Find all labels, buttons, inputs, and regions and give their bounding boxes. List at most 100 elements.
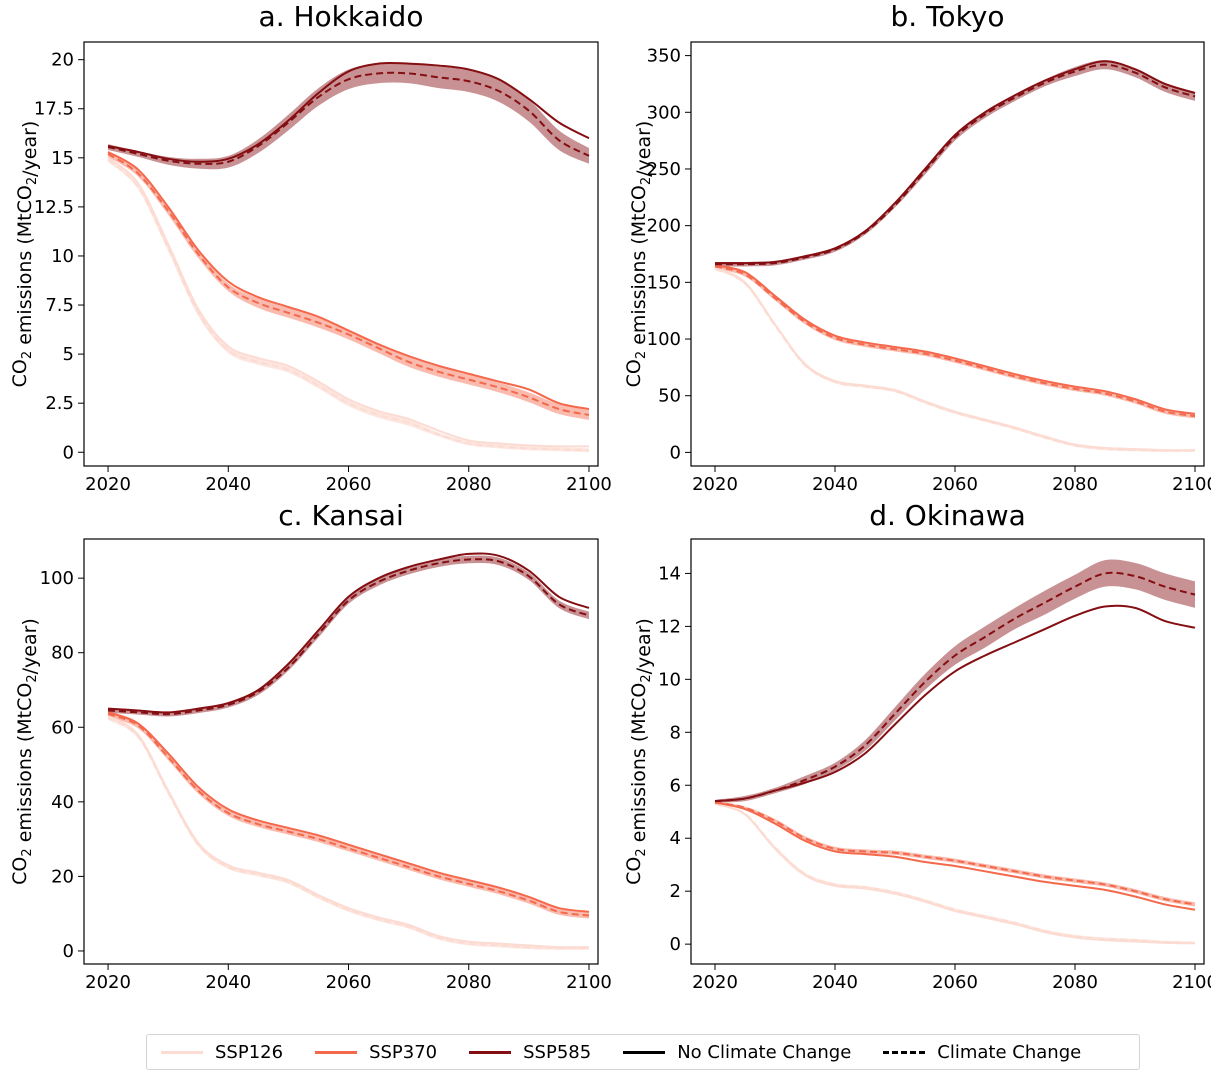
band-ssp126	[108, 157, 589, 453]
band-ssp585	[108, 63, 589, 170]
line-ssp126-climate-change	[714, 267, 1196, 452]
line-ssp126-no-climate-change	[714, 266, 1196, 452]
line-ssp370-no-climate-change	[714, 801, 1196, 911]
x-tick-label: 2080	[1052, 474, 1098, 495]
legend-swatch	[623, 1050, 666, 1054]
legend-item-ssp370: SSP370	[301, 1035, 437, 1069]
y-tick-label: 150	[647, 272, 681, 293]
plot-area	[107, 61, 590, 453]
x-tick-label: 2020	[692, 474, 738, 495]
legend-label: No Climate Change	[677, 1041, 852, 1063]
y-tick-label: 300	[647, 102, 681, 123]
line-ssp126-no-climate-change	[714, 802, 1196, 945]
line-ssp585-no-climate-change	[107, 552, 590, 714]
y-tick-label: 0	[63, 442, 74, 463]
panel-title: a. Hokkaido	[259, 0, 424, 33]
plot-area	[714, 60, 1196, 452]
y-tick-label: 20	[51, 50, 74, 71]
x-tick-label: 2100	[566, 972, 612, 993]
x-tick-label: 2020	[85, 972, 131, 993]
y-tick-label: 200	[647, 216, 681, 237]
line-ssp585-no-climate-change	[714, 604, 1196, 803]
line-ssp370-climate-change	[107, 153, 590, 416]
line-ssp126-climate-change	[107, 717, 589, 950]
x-tick-label: 2080	[446, 474, 492, 495]
plot-area	[107, 552, 590, 950]
y-tick-label: 10	[658, 669, 681, 690]
band-ssp585	[715, 60, 1195, 267]
y-tick-label: 6	[670, 775, 681, 796]
legend-label: SSP126	[215, 1041, 284, 1063]
band-ssp126	[715, 803, 1195, 945]
line-ssp370-climate-change	[714, 265, 1196, 418]
legend-swatch	[883, 1050, 926, 1054]
panel-title: b. Tokyo	[891, 0, 1005, 33]
line-ssp585-no-climate-change	[714, 60, 1196, 265]
x-tick-label: 2060	[326, 474, 372, 495]
band-ssp126	[108, 716, 589, 950]
axes-frame	[690, 41, 1205, 467]
legend-item-ssp585: SSP585	[455, 1035, 591, 1069]
axes-frame	[690, 538, 1205, 965]
line-ssp370-no-climate-change	[714, 264, 1196, 415]
legend-label: SSP370	[369, 1041, 438, 1063]
panel-title: d. Okinawa	[869, 499, 1026, 532]
y-tick-label: 350	[647, 46, 681, 67]
legend-label: Climate Change	[937, 1041, 1082, 1063]
y-tick-label: 50	[658, 386, 681, 407]
y-axis-label: CO2 emissions (MtCO2/year)	[9, 121, 41, 388]
legend-item-ssp126: SSP126	[147, 1035, 283, 1069]
line-ssp585-climate-change	[714, 571, 1196, 803]
y-tick-label: 40	[51, 792, 74, 813]
line-ssp370-no-climate-change	[107, 711, 590, 913]
legend-swatch	[469, 1050, 512, 1054]
axes-frame	[83, 538, 599, 965]
line-ssp126-climate-change	[107, 159, 590, 452]
x-tick-label: 2040	[205, 972, 251, 993]
band-ssp370	[108, 150, 589, 420]
y-tick-label: 2	[670, 881, 681, 902]
x-tick-label: 2100	[1172, 474, 1211, 495]
legend: SSP126 SSP370 SSP585 No Climate Change Clima…	[146, 1034, 1140, 1070]
line-ssp126-no-climate-change	[107, 157, 589, 448]
y-axis-label: CO2 emissions (MtCO2/year)	[623, 121, 655, 388]
line-ssp585-no-climate-change	[107, 61, 590, 163]
plot-area	[714, 559, 1196, 945]
y-tick-label: 100	[40, 568, 74, 589]
panel-b-tokyo: b. Tokyo CO2 emissions (MtCO2/year) 2020 20…	[623, 0, 1211, 495]
y-tick-label: 100	[647, 329, 681, 350]
y-tick-label: 20	[51, 866, 74, 887]
y-tick-label: 60	[51, 717, 74, 738]
line-ssp585-climate-change	[107, 71, 590, 165]
line-ssp370-climate-change	[714, 801, 1196, 906]
line-ssp585-climate-change	[107, 558, 590, 716]
x-tick-label: 2040	[205, 474, 251, 495]
y-axis-label: CO2 emissions (MtCO2/year)	[623, 618, 655, 885]
y-tick-label: 12	[658, 616, 681, 637]
line-ssp126-no-climate-change	[107, 715, 589, 949]
x-tick-label: 2020	[85, 474, 131, 495]
y-tick-label: 17.5	[34, 99, 74, 120]
y-tick-label: 0	[670, 934, 681, 955]
line-ssp370-no-climate-change	[107, 151, 590, 411]
line-ssp126-climate-change	[714, 802, 1196, 944]
y-tick-label: 7.5	[45, 295, 74, 316]
legend-swatch	[315, 1050, 358, 1054]
y-tick-label: 10	[51, 246, 74, 267]
y-tick-label: 0	[670, 442, 681, 463]
x-tick-label: 2020	[692, 972, 738, 993]
y-tick-label: 5	[63, 344, 74, 365]
x-tick-label: 2100	[1172, 972, 1211, 993]
band-ssp370	[715, 801, 1195, 907]
y-axis-label: CO2 emissions (MtCO2/year)	[9, 618, 41, 885]
legend-item-no-climate-change: No Climate Change	[609, 1035, 851, 1069]
y-tick-label: 0	[63, 941, 74, 962]
y-tick-label: 2.5	[45, 393, 74, 414]
y-tick-label: 250	[647, 159, 681, 180]
panel-title: c. Kansai	[278, 499, 404, 532]
line-ssp585-climate-change	[714, 63, 1196, 266]
